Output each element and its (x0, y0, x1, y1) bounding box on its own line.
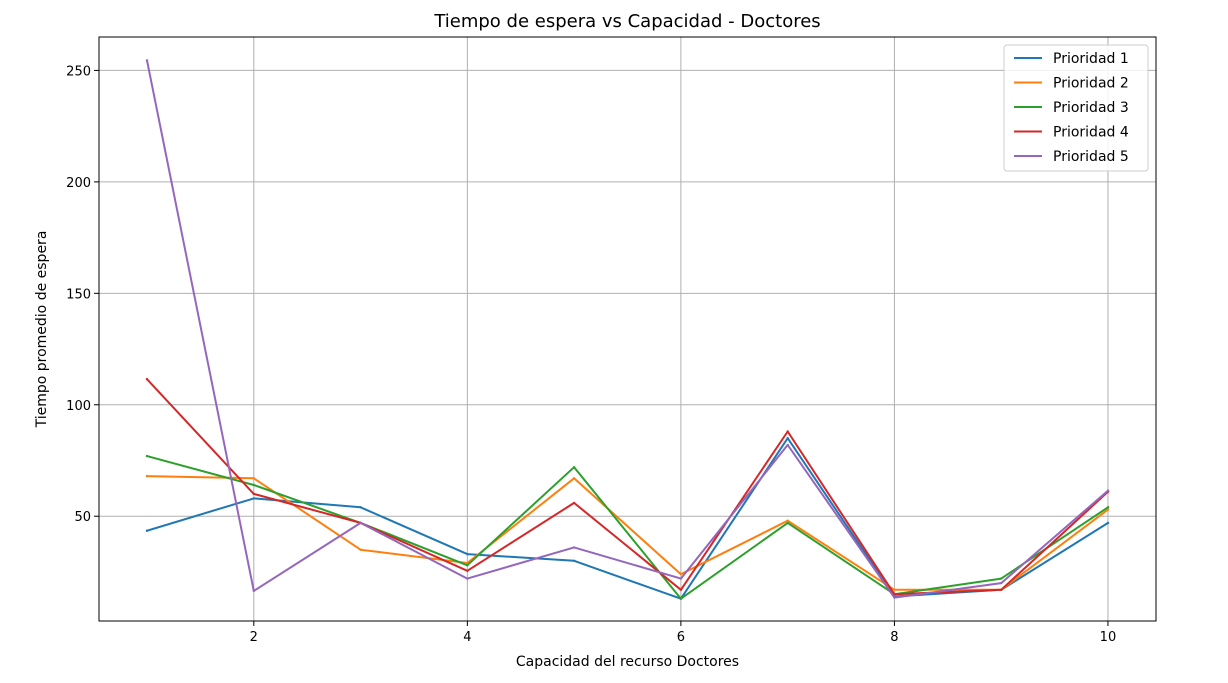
y-tick-label: 150 (66, 287, 91, 302)
data-point (679, 588, 683, 591)
legend-label: Prioridad 5 (1053, 149, 1129, 165)
series-line-prioridad-4 (145, 377, 1110, 596)
series-line-prioridad-1 (145, 437, 1110, 600)
y-tick-label: 100 (66, 399, 91, 414)
legend-items: Prioridad 1 Prioridad 2 Prioridad 3 Priorid… (1014, 51, 1129, 165)
data-point (145, 529, 149, 532)
legend-label: Prioridad 1 (1053, 51, 1129, 67)
y-tick-label: 200 (66, 176, 91, 191)
plot-frame (98, 36, 1157, 622)
series-line-prioridad-5 (145, 59, 1110, 599)
data-point (679, 597, 683, 600)
data-point (145, 378, 149, 381)
y-axis-label: Tiempo promedio de espera (34, 231, 50, 429)
data-point (252, 477, 255, 480)
x-axis-ticks: 2 4 6 8 10 (250, 621, 1117, 645)
data-point (1000, 581, 1003, 585)
chart-title: Tiempo de espera vs Capacidad - Doctores (433, 11, 820, 32)
x-axis-label: Capacidad del recurso Doctores (516, 654, 739, 670)
x-tick-label: 2 (250, 630, 258, 645)
legend-label: Prioridad 4 (1053, 125, 1129, 141)
data-point (359, 521, 362, 525)
x-tick-label: 10 (1100, 630, 1117, 645)
data-point (893, 593, 896, 596)
data-point (359, 548, 362, 551)
data-point (466, 552, 469, 556)
x-tick-label: 8 (890, 630, 898, 645)
data-point (679, 577, 683, 580)
data-point (359, 506, 362, 509)
y-tick-label: 250 (66, 64, 91, 79)
data-point (786, 521, 789, 525)
x-tick-label: 6 (677, 630, 685, 645)
legend-label: Prioridad 3 (1053, 100, 1129, 116)
data-point (893, 596, 896, 599)
data-point (466, 564, 469, 567)
data-point (1106, 521, 1110, 525)
data-point (145, 59, 149, 62)
data-point (572, 477, 576, 480)
data-point (893, 588, 896, 591)
y-tick-label: 50 (74, 510, 91, 525)
data-point (1000, 588, 1003, 591)
data-point (252, 492, 255, 496)
data-point (572, 546, 576, 549)
series-lines (145, 59, 1110, 600)
data-point (145, 454, 149, 458)
data-point (1000, 577, 1003, 580)
legend: Prioridad 1 Prioridad 2 Prioridad 3 Priorid… (1003, 44, 1149, 172)
data-point (252, 589, 255, 593)
data-point (252, 483, 255, 487)
data-point (679, 573, 683, 576)
series-line-prioridad-3 (145, 454, 1110, 600)
data-point (145, 474, 149, 478)
legend-box (1003, 44, 1149, 172)
legend-label: Prioridad 2 (1053, 76, 1129, 92)
data-point (1106, 489, 1110, 492)
data-point (1106, 506, 1110, 509)
x-tick-label: 4 (463, 630, 471, 645)
data-point (466, 577, 469, 580)
y-axis-ticks: 50 100 150 200 250 (66, 64, 99, 525)
grid (99, 37, 1156, 621)
data-point (786, 437, 789, 440)
data-point (572, 466, 576, 469)
data-point (572, 501, 576, 505)
data-point (466, 569, 469, 572)
data-point (786, 519, 789, 522)
data-point (786, 430, 789, 433)
data-point (786, 443, 789, 447)
data-point (572, 559, 576, 562)
data-point (252, 497, 255, 500)
